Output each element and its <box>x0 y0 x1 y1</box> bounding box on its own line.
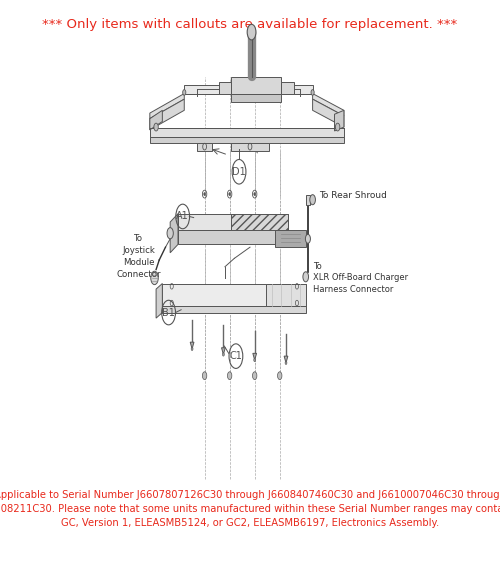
Polygon shape <box>231 214 287 230</box>
Polygon shape <box>266 284 306 306</box>
Circle shape <box>336 123 340 131</box>
Polygon shape <box>150 137 344 143</box>
Text: B1: B1 <box>162 307 175 318</box>
Polygon shape <box>178 230 288 244</box>
Polygon shape <box>231 94 281 102</box>
Polygon shape <box>184 85 312 94</box>
Text: *** Only items with callouts are available for replacement. ***: *** Only items with callouts are availab… <box>42 18 458 31</box>
Circle shape <box>228 192 230 196</box>
Polygon shape <box>197 143 212 150</box>
Circle shape <box>247 24 256 40</box>
Text: To
XLR Off-Board Charger
Harness Connector: To XLR Off-Board Charger Harness Connect… <box>312 261 408 294</box>
Circle shape <box>151 271 158 285</box>
Circle shape <box>167 227 173 239</box>
Polygon shape <box>150 99 184 130</box>
Polygon shape <box>190 342 194 349</box>
Polygon shape <box>306 195 310 205</box>
Polygon shape <box>150 111 162 130</box>
Text: C1: C1 <box>230 351 242 361</box>
Text: A1: A1 <box>176 211 189 222</box>
Polygon shape <box>312 94 344 116</box>
Circle shape <box>278 372 282 379</box>
Text: To
Joystick
Module
Connector: To Joystick Module Connector <box>116 235 161 279</box>
Circle shape <box>154 123 158 131</box>
Circle shape <box>306 234 310 243</box>
Polygon shape <box>150 94 184 119</box>
Polygon shape <box>162 306 306 312</box>
Polygon shape <box>282 82 294 94</box>
Polygon shape <box>222 348 226 354</box>
Polygon shape <box>275 230 306 247</box>
Circle shape <box>254 358 256 362</box>
Polygon shape <box>231 143 269 150</box>
Text: Applicable to Serial Number J6607807126C30 through J6608407460C30 and J661000704: Applicable to Serial Number J6607807126C… <box>0 490 500 528</box>
Polygon shape <box>156 284 162 318</box>
Circle shape <box>228 372 232 379</box>
Circle shape <box>204 192 206 196</box>
Circle shape <box>311 90 314 95</box>
Text: D1: D1 <box>232 167 246 177</box>
Circle shape <box>310 194 316 205</box>
Circle shape <box>254 192 256 196</box>
Polygon shape <box>231 77 281 94</box>
Polygon shape <box>312 99 344 127</box>
Circle shape <box>303 272 308 282</box>
Polygon shape <box>218 82 231 94</box>
Polygon shape <box>150 128 344 137</box>
Circle shape <box>182 90 186 95</box>
Circle shape <box>285 361 287 365</box>
Polygon shape <box>170 214 178 253</box>
Polygon shape <box>253 353 256 360</box>
Circle shape <box>202 372 207 379</box>
Text: To Rear Shroud: To Rear Shroud <box>319 191 386 200</box>
Polygon shape <box>178 214 288 230</box>
Polygon shape <box>162 284 306 306</box>
Circle shape <box>222 353 224 356</box>
Polygon shape <box>284 356 288 363</box>
Circle shape <box>252 372 257 379</box>
Circle shape <box>191 347 193 350</box>
Polygon shape <box>334 111 344 131</box>
